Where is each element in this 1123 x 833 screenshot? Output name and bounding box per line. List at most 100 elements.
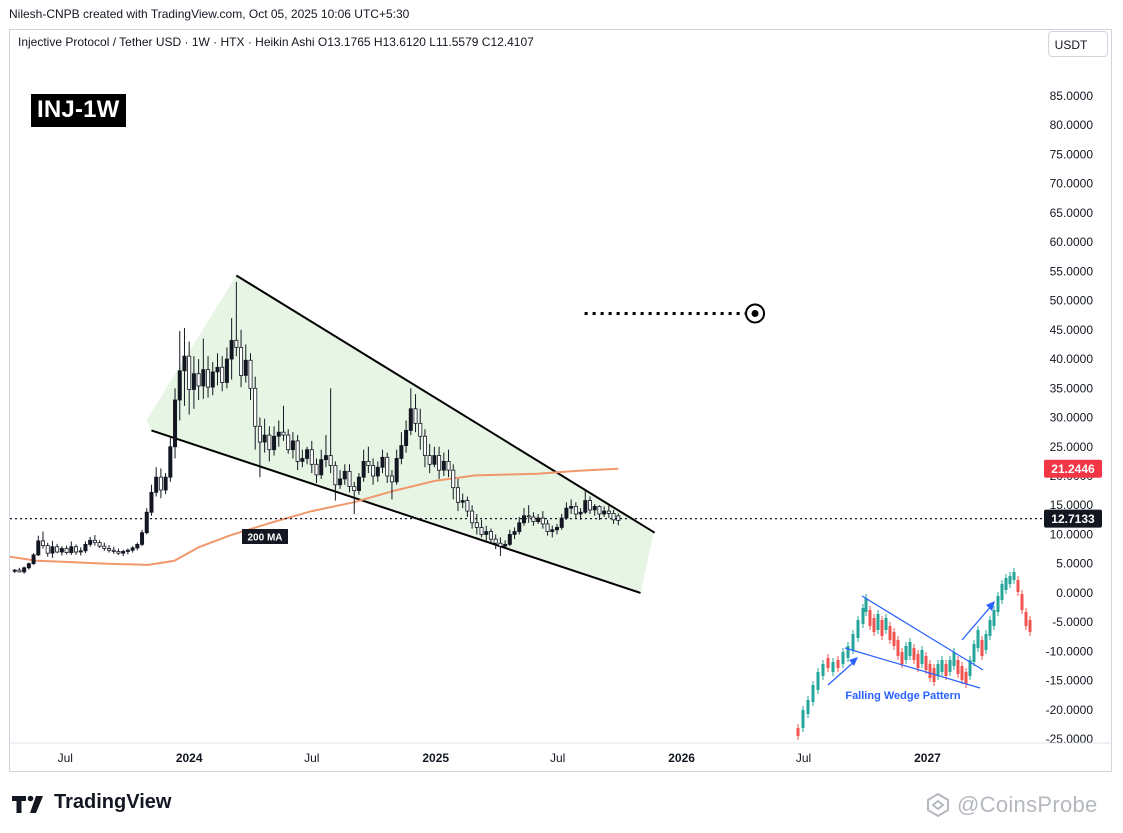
candle: [512, 527, 517, 540]
currency-button[interactable]: USDT: [1048, 31, 1108, 57]
inset-candle-body: [904, 646, 908, 660]
ma-label: 200 MA: [247, 533, 282, 544]
inset-candle: [826, 654, 830, 672]
candle-body: [437, 455, 442, 471]
y-tick-label: 85.0000: [1050, 89, 1094, 103]
candle: [569, 499, 574, 514]
candle-body: [356, 476, 361, 492]
inset-candle: [964, 668, 968, 688]
candle-body: [455, 487, 460, 503]
inset-candle-body: [932, 668, 936, 682]
candle: [323, 435, 328, 468]
inset-candle: [912, 644, 916, 664]
currency-label: USDT: [1054, 38, 1088, 52]
inset-candle: [920, 646, 924, 668]
candle: [187, 341, 192, 415]
candle: [408, 388, 413, 436]
candle: [437, 446, 442, 479]
candle: [484, 525, 489, 541]
price-badge-box: [1044, 509, 1102, 528]
inset-candle-body: [864, 598, 868, 612]
candle-body: [323, 455, 328, 461]
inset-candle-body: [920, 650, 924, 664]
inset-pattern-label: Falling Wedge Pattern: [845, 690, 961, 702]
candle: [531, 512, 536, 526]
inset-candle: [984, 630, 988, 654]
candle: [309, 440, 314, 474]
candle: [201, 338, 206, 399]
inset-candle-body: [821, 664, 825, 676]
candle: [41, 531, 46, 549]
candle-body: [286, 434, 291, 451]
candle: [432, 446, 437, 468]
candle-body: [26, 563, 31, 569]
candle: [526, 505, 531, 523]
inset-candle: [916, 650, 920, 672]
candle: [125, 548, 130, 555]
chart-frame[interactable]: [9, 29, 1112, 772]
candle-body: [399, 445, 404, 459]
candle-body: [371, 465, 376, 477]
candle-body: [352, 486, 357, 492]
attribution-text: Nilesh-CNPB created with TradingView.com…: [9, 7, 410, 21]
candle: [50, 540, 55, 558]
candle-body: [540, 517, 545, 525]
candle-body: [17, 569, 22, 573]
inset-candle-body: [908, 642, 912, 656]
falling-wedge-inset: [790, 560, 1040, 742]
inset-candle: [948, 656, 952, 676]
candle: [319, 449, 324, 479]
inset-candle: [841, 648, 845, 668]
candle: [224, 347, 229, 389]
candle: [333, 461, 338, 501]
candle-body: [488, 531, 493, 540]
inset-candle: [876, 610, 880, 634]
candle: [74, 544, 79, 555]
inset-candle-body: [884, 618, 888, 630]
candle-body: [257, 425, 262, 443]
inset-candle: [992, 606, 996, 630]
candle: [102, 542, 107, 551]
candle: [347, 464, 352, 493]
inset-candle: [846, 642, 850, 662]
y-tick-label: -20.0000: [1046, 703, 1094, 717]
candle: [385, 452, 390, 484]
inset-candle-body: [826, 658, 830, 668]
candle: [253, 376, 258, 450]
candle-body: [92, 539, 97, 544]
y-tick-label: -15.0000: [1046, 674, 1094, 688]
inset-candle-body: [1012, 572, 1016, 580]
candle-body: [493, 538, 498, 544]
ma-label-group: 200 MA: [242, 529, 288, 544]
inset-candle: [1016, 576, 1020, 596]
y-tick-label: -25.0000: [1046, 732, 1094, 746]
inset-candle: [1008, 572, 1012, 588]
candle: [55, 543, 60, 554]
candle: [361, 449, 366, 482]
candle-body: [121, 551, 126, 554]
inset-candle: [1000, 580, 1004, 604]
candle: [36, 535, 41, 557]
inset-candle-body: [900, 652, 904, 664]
candle: [314, 458, 319, 484]
candle: [328, 388, 333, 474]
inset-candle: [864, 594, 868, 616]
candle-body: [517, 522, 522, 532]
candle: [602, 506, 607, 517]
x-tick-label: 2026: [668, 751, 695, 765]
tradingview-brand[interactable]: TradingView: [12, 791, 171, 814]
candle: [116, 548, 121, 555]
candle-body: [210, 371, 215, 388]
candle: [196, 359, 201, 400]
price-badge-label: 12.7133: [1051, 512, 1095, 526]
candle-body: [262, 434, 267, 443]
y-tick-label: 80.0000: [1050, 118, 1094, 132]
candle: [243, 344, 248, 383]
candle: [163, 473, 168, 495]
wedge-upper-trendline: [235, 274, 656, 534]
candle: [107, 544, 112, 553]
candle-body: [36, 540, 41, 556]
candle: [418, 408, 423, 450]
inset-candle: [988, 616, 992, 640]
